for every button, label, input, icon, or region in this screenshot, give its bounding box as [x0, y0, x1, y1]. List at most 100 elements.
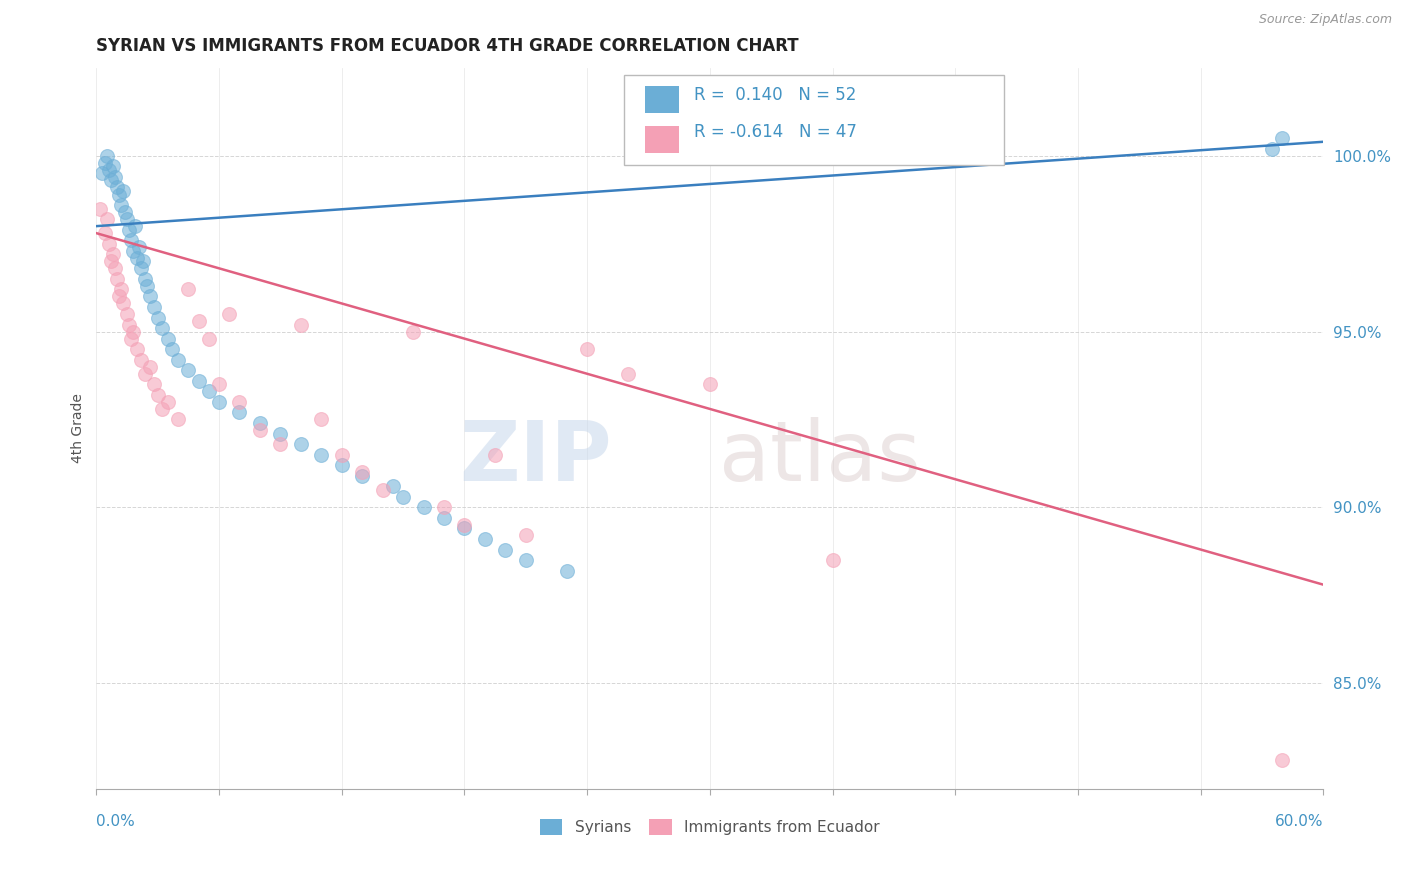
Point — [156, 332, 179, 346]
Point — [453, 521, 475, 535]
Point — [453, 517, 475, 532]
Point — [142, 377, 165, 392]
Point — [821, 553, 844, 567]
Point — [124, 219, 146, 234]
Point — [131, 261, 153, 276]
Point — [330, 448, 353, 462]
Point — [177, 363, 200, 377]
Point — [555, 564, 578, 578]
Point — [515, 553, 537, 567]
Point — [208, 377, 231, 392]
Point — [177, 282, 200, 296]
Point — [352, 468, 374, 483]
Point — [218, 307, 240, 321]
Text: SYRIAN VS IMMIGRANTS FROM ECUADOR 4TH GRADE CORRELATION CHART: SYRIAN VS IMMIGRANTS FROM ECUADOR 4TH GR… — [97, 37, 799, 55]
Point — [381, 479, 404, 493]
Point — [100, 173, 122, 187]
FancyBboxPatch shape — [624, 75, 1004, 165]
Point — [1261, 142, 1284, 156]
Point — [115, 307, 138, 321]
Point — [89, 202, 111, 216]
Point — [392, 490, 415, 504]
Point — [228, 405, 250, 419]
Point — [118, 222, 141, 236]
Text: atlas: atlas — [720, 417, 921, 498]
Point — [150, 321, 173, 335]
Point — [114, 205, 136, 219]
Point — [198, 332, 221, 346]
Point — [136, 279, 159, 293]
Point — [118, 318, 141, 332]
Point — [122, 244, 145, 258]
Point — [167, 412, 190, 426]
Point — [105, 272, 128, 286]
Point — [127, 251, 149, 265]
Point — [412, 500, 434, 515]
Point — [208, 395, 231, 409]
Point — [311, 412, 333, 426]
Point — [142, 300, 165, 314]
Point — [150, 401, 173, 416]
Point — [111, 296, 134, 310]
Point — [115, 212, 138, 227]
Point — [104, 169, 127, 184]
Point — [576, 342, 599, 356]
Point — [100, 254, 122, 268]
Y-axis label: 4th Grade: 4th Grade — [72, 393, 86, 463]
Text: Source: ZipAtlas.com: Source: ZipAtlas.com — [1258, 13, 1392, 27]
Point — [110, 282, 132, 296]
Point — [122, 325, 145, 339]
Point — [156, 395, 179, 409]
Point — [97, 162, 120, 177]
Point — [134, 367, 156, 381]
Point — [111, 184, 134, 198]
Point — [402, 325, 425, 339]
Point — [101, 160, 124, 174]
Point — [93, 226, 115, 240]
Point — [371, 483, 394, 497]
Point — [138, 289, 160, 303]
Point — [108, 187, 131, 202]
Point — [105, 180, 128, 194]
Point — [93, 156, 115, 170]
Point — [494, 542, 516, 557]
Point — [187, 374, 209, 388]
Legend: Syrians, Immigrants from Ecuador: Syrians, Immigrants from Ecuador — [540, 819, 880, 835]
Point — [249, 423, 271, 437]
Point — [146, 310, 169, 325]
Point — [110, 198, 132, 212]
Point — [290, 437, 312, 451]
Point — [515, 528, 537, 542]
Point — [474, 532, 496, 546]
Point — [433, 500, 456, 515]
Point — [160, 342, 183, 356]
Point — [104, 261, 127, 276]
Point — [269, 426, 291, 441]
Point — [269, 437, 291, 451]
Point — [699, 377, 721, 392]
Bar — [645, 126, 679, 153]
Point — [108, 289, 131, 303]
Point — [290, 318, 312, 332]
Point — [120, 233, 142, 247]
Point — [187, 314, 209, 328]
Point — [96, 212, 118, 227]
Point — [484, 448, 506, 462]
Point — [352, 465, 374, 479]
Point — [617, 367, 640, 381]
Bar — [645, 86, 679, 113]
Point — [311, 448, 333, 462]
Point — [134, 272, 156, 286]
Point — [101, 247, 124, 261]
Point — [97, 236, 120, 251]
Point — [433, 511, 456, 525]
Point — [127, 342, 149, 356]
Text: 0.0%: 0.0% — [97, 814, 135, 829]
Point — [96, 149, 118, 163]
Point — [167, 352, 190, 367]
Point — [198, 384, 221, 399]
Point — [1271, 753, 1294, 767]
Point — [131, 352, 153, 367]
Text: R = -0.614   N = 47: R = -0.614 N = 47 — [695, 123, 856, 142]
Point — [249, 416, 271, 430]
